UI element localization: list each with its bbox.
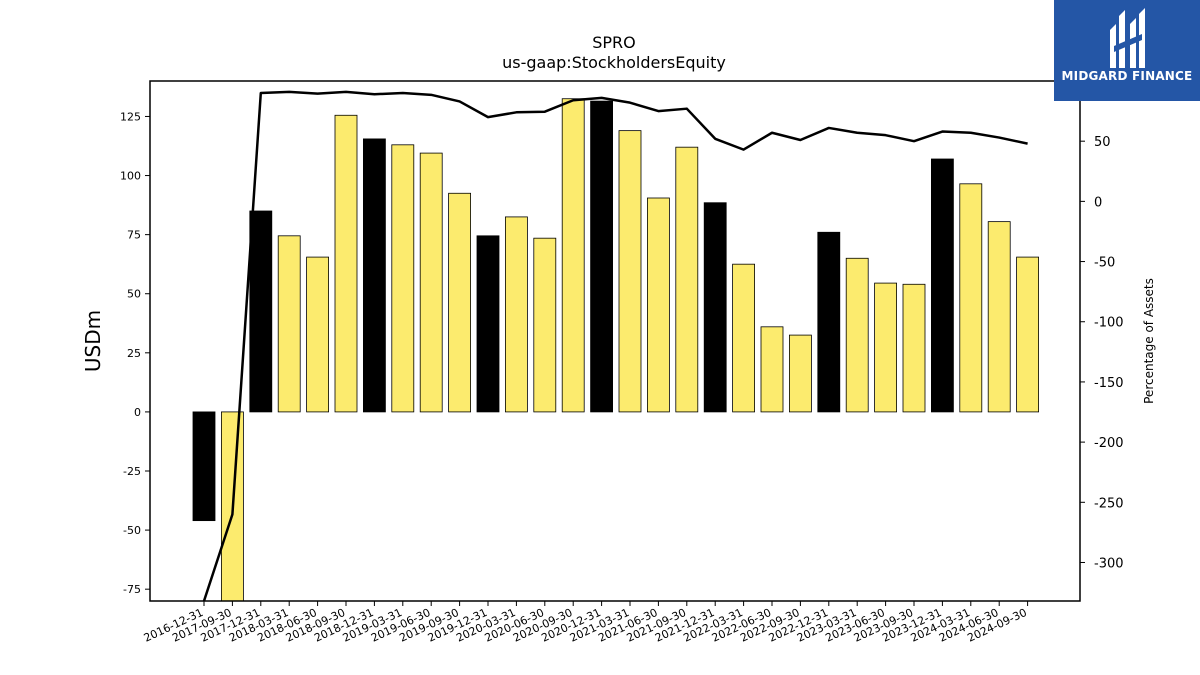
y-tick-label: -50 [123, 524, 141, 537]
bar [874, 282, 897, 413]
plot-frame [149, 80, 1081, 602]
bar [391, 144, 415, 413]
y-tick-label: 50 [127, 288, 141, 301]
brand-name: MIDGARD FINANCE [1061, 69, 1193, 83]
bar [419, 152, 443, 413]
bar [618, 130, 642, 413]
bar [760, 326, 784, 413]
bar [306, 256, 330, 413]
bar [561, 98, 585, 413]
midgard-mark-icon [1110, 8, 1145, 68]
bar [959, 183, 983, 413]
chart-subtitle: us-gaap:StockholdersEquity [502, 53, 726, 72]
y2-tick-label: -200 [1094, 436, 1124, 451]
y-tick-label: 75 [127, 229, 141, 242]
series-line [202, 90, 1028, 602]
y2-tick-label: -300 [1094, 556, 1124, 571]
bar [277, 235, 301, 413]
line-group [202, 90, 1028, 602]
y2-tick-label: -50 [1094, 256, 1115, 271]
chart-title: SPRO [592, 33, 636, 52]
y-tick-label: 0 [134, 406, 141, 419]
bar [334, 114, 358, 413]
bar [533, 237, 557, 413]
y-tick-label: 100 [120, 170, 141, 183]
bar [817, 231, 841, 413]
bar [703, 202, 727, 413]
y-tick-label: -75 [123, 583, 141, 596]
bar [789, 334, 812, 413]
right-axis: -300-250-200-150-100-50050100 [1080, 75, 1124, 571]
y2-tick-label: -250 [1094, 496, 1124, 511]
bar [249, 210, 273, 413]
y-tick-label: 25 [127, 347, 141, 360]
y2-axis-label: Percentage of Assets [1142, 278, 1156, 404]
y-tick-label: -25 [123, 465, 141, 478]
bar [931, 158, 954, 413]
y-axis-label: USDm [81, 310, 105, 372]
bar [987, 221, 1011, 413]
y2-tick-label: -100 [1094, 316, 1124, 331]
bar [675, 146, 699, 413]
y2-tick-label: 50 [1094, 135, 1111, 150]
bar [192, 411, 216, 522]
bar [590, 100, 613, 413]
bar [504, 216, 528, 413]
left-axis: -75 -50 -25 0 25 50 75 100 125 [120, 110, 150, 596]
bar [845, 257, 869, 413]
bar [1016, 256, 1039, 413]
bar-group [192, 98, 1039, 602]
y2-tick-label: -150 [1094, 376, 1124, 391]
y-tick-label: 125 [120, 110, 141, 123]
bar [476, 235, 500, 413]
y2-tick-label: 0 [1094, 195, 1102, 210]
brand-logo: MIDGARD FINANCE [1054, 0, 1200, 101]
bar [647, 197, 670, 413]
bar [448, 192, 472, 413]
bar [732, 263, 755, 413]
x-axis: 2016-12-312017-09-302017-12-312018-03-31… [142, 601, 1029, 645]
bar [902, 283, 926, 413]
bar [362, 138, 386, 413]
